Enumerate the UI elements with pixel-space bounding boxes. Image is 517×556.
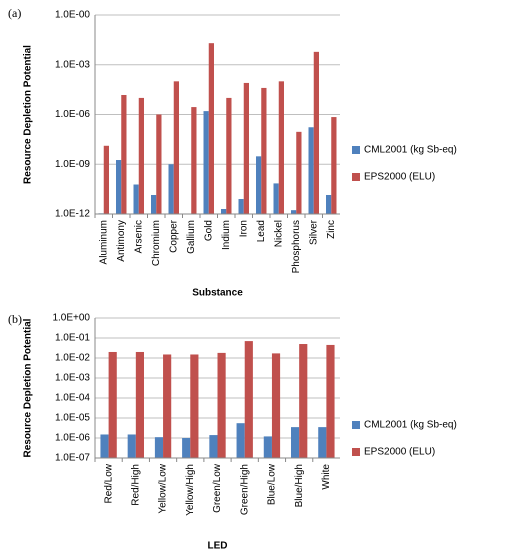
bar [156,114,162,214]
x-tick-label: Silver [308,219,319,245]
x-tick-label: Iron [238,220,249,237]
bar [261,87,267,214]
bar [308,127,314,214]
bar [238,199,244,214]
x-tick-label: Antimony [116,220,127,262]
x-tick-label: Zinc [326,220,337,239]
bar [133,184,139,214]
legend-label: CML2001 (kg Sb-eq) [364,145,457,156]
y-axis-title: Resource Depletion Potential [23,318,34,457]
bar [209,435,218,458]
bar [190,354,199,458]
bar [151,194,157,214]
x-tick-label: Chromium [151,220,162,266]
bar [243,82,249,214]
x-tick-label: Copper [168,219,179,252]
y-axis-title: Resource Depletion Potential [23,45,34,184]
x-tick-label: Red/High [130,464,141,506]
x-tick-label: Blue/High [294,464,305,507]
bar [221,209,227,214]
bar [291,210,297,214]
bar [163,354,172,458]
bar [108,351,117,458]
x-tick-label: Green/Low [212,463,223,513]
legend-swatch [352,146,360,154]
bar [271,353,281,458]
legend-swatch [352,448,360,456]
panel-label: (b) [8,312,22,326]
bar [121,94,127,214]
x-tick-label: Phosphorus [291,220,302,273]
bar [191,107,197,214]
bar [203,111,209,214]
bar [278,81,284,214]
bar [168,164,174,214]
bar [103,145,109,214]
bar [236,423,245,458]
bar [313,51,319,214]
y-tick-label: 1.0E+00 [52,313,90,324]
x-tick-label: Yellow/High [185,464,196,516]
y-tick-label: 1.0E-06 [55,109,90,120]
legend-label: EPS2000 (ELU) [364,447,435,458]
x-tick-label: White [321,464,332,490]
x-axis-title: Substance [192,288,243,299]
bar [326,194,332,214]
bar [256,156,262,214]
bar [296,131,302,214]
y-tick-label: 1.0E-09 [55,159,90,170]
x-tick-label: Aluminum [98,220,109,264]
bar [217,352,226,458]
x-tick-label: Indium [221,220,232,250]
panel-label: (a) [8,6,21,20]
bar [182,438,191,458]
bar [135,351,144,458]
x-tick-label: Gallium [186,220,197,254]
bar [318,427,327,458]
x-tick-label: Gold [203,220,214,241]
x-tick-label: Blue/Low [267,463,278,505]
x-tick-label: Green/High [239,464,250,515]
bar [299,344,308,458]
bar [244,341,253,458]
x-tick-label: Red/Low [103,463,114,503]
y-tick-label: 1.0E-12 [55,209,90,220]
y-tick-label: 1.0E-05 [55,413,90,424]
bar [226,97,232,214]
bar [100,434,109,458]
bar [326,344,335,458]
x-tick-label: Yellow/Low [158,463,169,513]
legend-label: EPS2000 (ELU) [364,172,435,183]
bar [208,43,214,214]
y-tick-label: 1.0E-06 [55,433,90,444]
y-tick-label: 1.0E-01 [55,333,90,344]
bar [116,160,122,214]
bar [273,183,279,214]
bar [291,427,300,458]
x-axis-title: LED [208,541,228,552]
x-tick-label: Arsenic [133,220,144,253]
bar [331,117,337,214]
bar [173,81,179,214]
y-tick-label: 1.0E-03 [55,373,90,384]
y-tick-label: 1.0E-04 [55,393,90,404]
legend-label: CML2001 (kg Sb-eq) [364,420,457,431]
bar [154,437,164,458]
y-tick-label: 1.0E-03 [55,59,90,70]
y-tick-label: 1.0E-02 [55,353,90,364]
bar [127,434,136,458]
y-tick-label: 1.0E-00 [55,10,90,21]
bar [138,97,144,214]
x-tick-label: Nickel [273,220,284,247]
x-tick-label: Lead [256,220,267,242]
y-tick-label: 1.0E-07 [55,453,90,464]
legend-swatch [352,421,360,429]
legend-swatch [352,173,360,181]
bar [263,436,272,458]
